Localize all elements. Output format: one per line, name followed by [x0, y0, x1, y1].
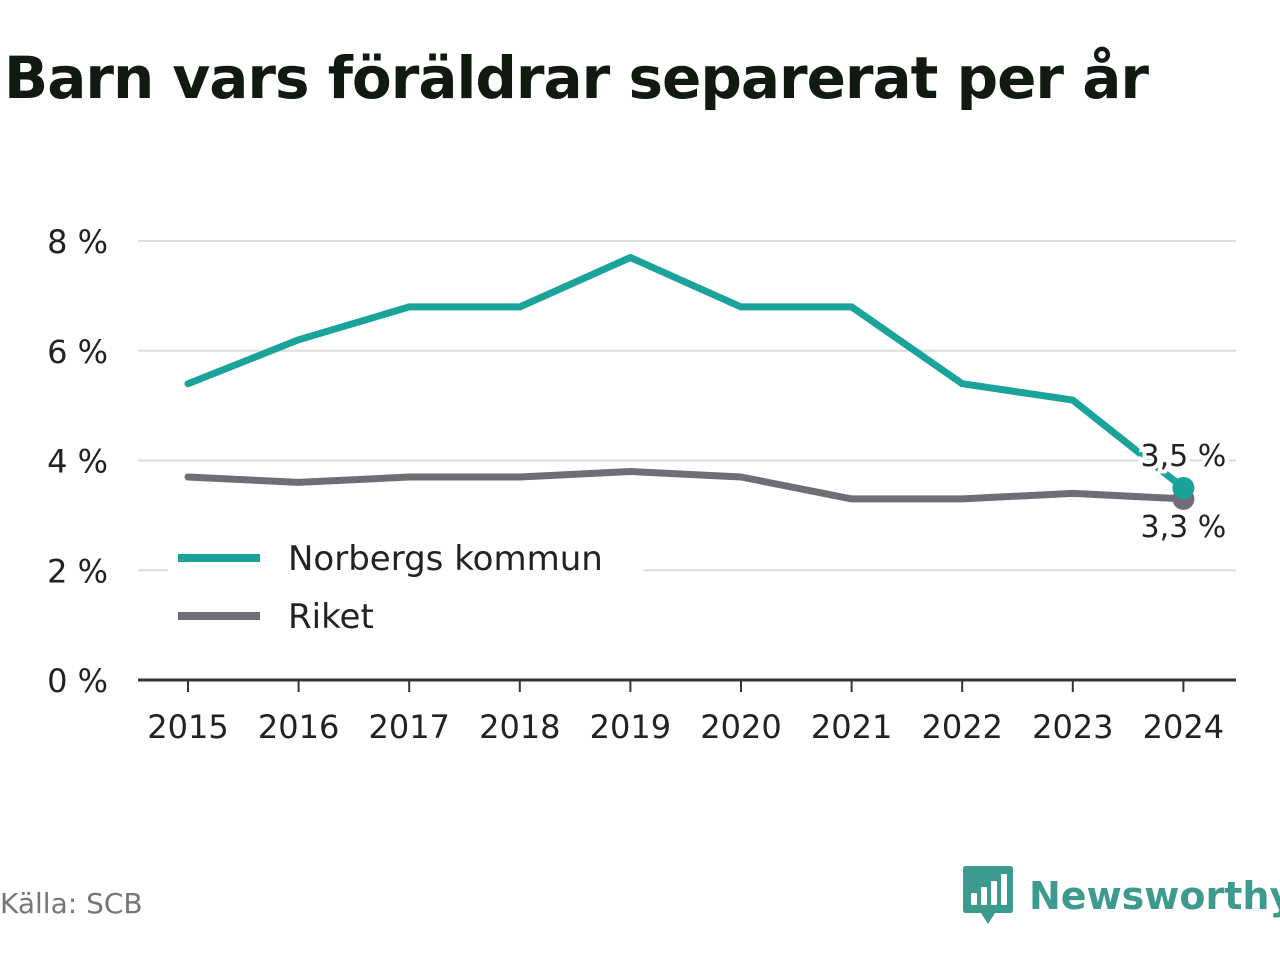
series-lines — [184, 254, 1195, 510]
x-tick-label: 2023 — [1032, 708, 1113, 746]
y-tick-label: 0 % — [47, 662, 108, 700]
y-tick-label: 2 % — [47, 552, 108, 590]
x-tick-label: 2020 — [700, 708, 781, 746]
x-tick-label: 2017 — [368, 708, 449, 746]
source-note: Källa: SCB — [0, 887, 143, 920]
y-tick-label: 4 % — [47, 443, 108, 481]
brand-logo: Newsworthy — [963, 864, 1280, 928]
y-tick-label: 6 % — [47, 333, 108, 371]
x-tick-label: 2016 — [258, 708, 339, 746]
x-axis — [138, 678, 1236, 692]
gridlines — [138, 240, 1236, 572]
brand-name: Newsworthy — [1029, 874, 1280, 918]
x-tick-label: 2019 — [590, 708, 671, 746]
series-end-marker — [1172, 476, 1195, 499]
x-tick-label: 2022 — [921, 708, 1002, 746]
x-tick-label: 2018 — [479, 708, 560, 746]
legend-label: Riket — [288, 597, 374, 637]
series-line — [184, 468, 1187, 503]
legend: Norbergs kommun Riket — [168, 530, 643, 644]
chart-title: Barn vars föräldrar separerat per år — [4, 44, 1149, 112]
y-axis-labels: 0 % 2 % 4 % 6 % 8 % — [47, 223, 108, 700]
end-value-label: 3,3 % — [1141, 510, 1227, 545]
bar-chart-speech-bubble-icon — [963, 866, 1013, 924]
legend-label: Norbergs kommun — [288, 539, 603, 579]
series-line — [184, 254, 1187, 492]
x-axis-labels: 2015 2016 2017 2018 2019 2020 2021 2022 2023 2024 — [147, 708, 1224, 746]
y-tick-label: 8 % — [47, 223, 108, 261]
line-chart: 0 % 2 % 4 % 6 % 8 % 2015 2016 2017 2018 2019 2020… — [47, 223, 1236, 746]
x-tick-label: 2021 — [811, 708, 892, 746]
x-tick-label: 2015 — [147, 708, 228, 746]
end-value-label: 3,5 % — [1141, 439, 1227, 474]
x-tick-label: 2024 — [1143, 708, 1224, 746]
end-labels: 3,5 % 3,3 % — [1137, 435, 1231, 549]
